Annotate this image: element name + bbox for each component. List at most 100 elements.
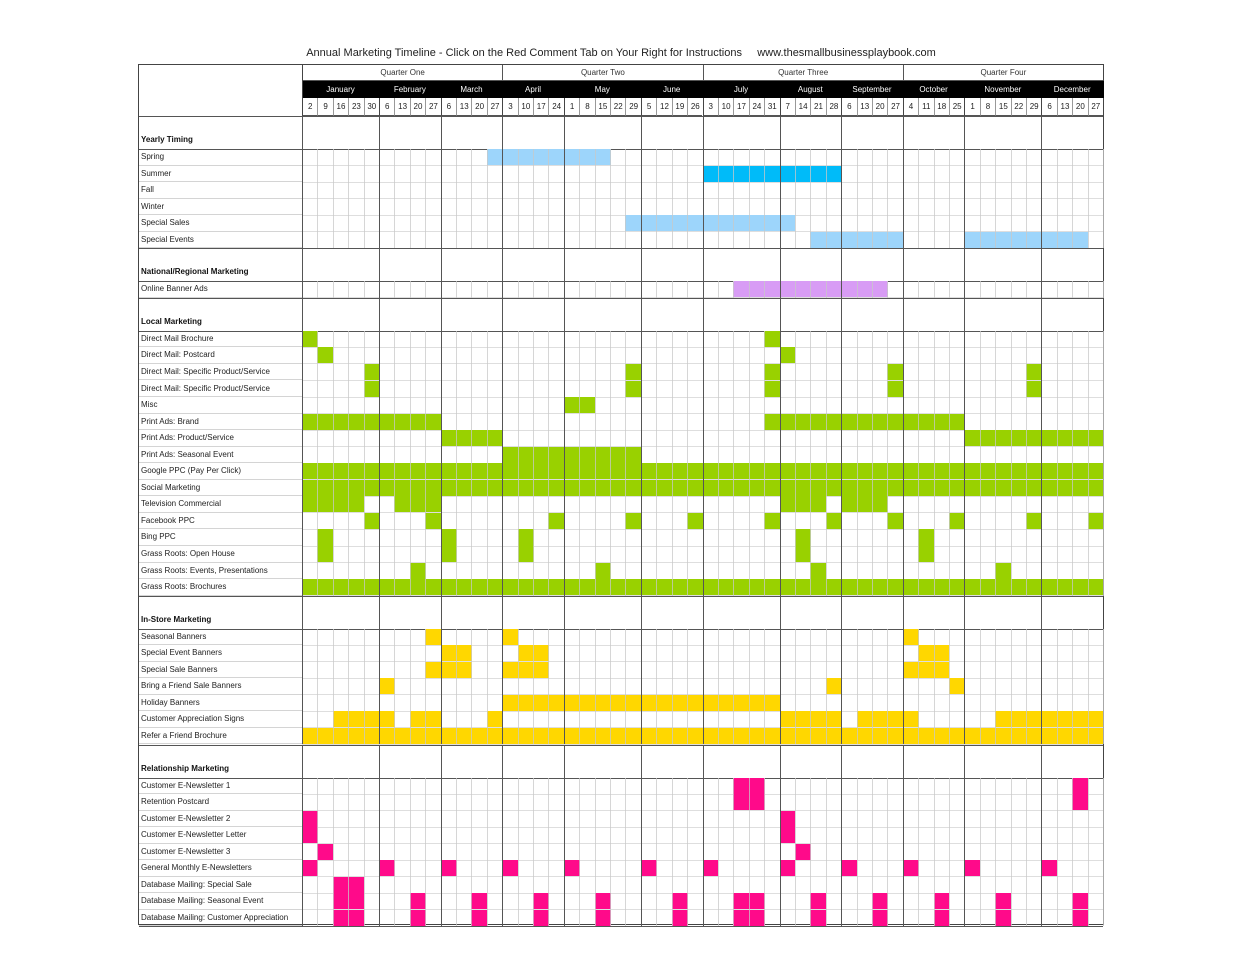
timeline-cell-filled[interactable] <box>948 479 965 497</box>
timeline-cell-filled[interactable] <box>933 727 950 745</box>
timeline-cell-filled[interactable] <box>409 463 426 480</box>
timeline-cell-filled[interactable] <box>871 496 888 513</box>
timeline-cell-filled[interactable] <box>486 149 503 166</box>
timeline-cell-filled[interactable] <box>748 694 765 712</box>
timeline-cell-filled[interactable] <box>394 727 411 745</box>
timeline-cell-filled[interactable] <box>1025 711 1042 728</box>
timeline-cell-filled[interactable] <box>733 909 750 927</box>
timeline-cell-filled[interactable] <box>625 463 642 480</box>
timeline-cell-filled[interactable] <box>379 579 395 596</box>
timeline-cell-filled[interactable] <box>871 413 888 431</box>
timeline-cell-filled[interactable] <box>702 165 719 183</box>
timeline-cell-filled[interactable] <box>902 628 919 646</box>
timeline-cell-filled[interactable] <box>841 579 858 596</box>
timeline-cell-filled[interactable] <box>302 579 318 596</box>
timeline-cell-filled[interactable] <box>841 231 858 249</box>
timeline-cell-filled[interactable] <box>348 579 365 596</box>
timeline-cell-filled[interactable] <box>979 579 996 596</box>
timeline-cell-filled[interactable] <box>579 149 596 166</box>
timeline-cell-filled[interactable] <box>887 463 904 480</box>
timeline-cell-filled[interactable] <box>625 579 642 596</box>
timeline-cell-filled[interactable] <box>363 363 380 381</box>
timeline-cell-filled[interactable] <box>825 165 842 183</box>
timeline-cell-filled[interactable] <box>687 694 703 712</box>
timeline-cell-filled[interactable] <box>363 413 380 431</box>
timeline-cell-filled[interactable] <box>1087 463 1104 480</box>
timeline-cell-filled[interactable] <box>810 165 827 183</box>
timeline-cell-filled[interactable] <box>548 512 565 530</box>
timeline-cell-filled[interactable] <box>717 463 734 480</box>
timeline-cell-filled[interactable] <box>733 777 750 795</box>
timeline-cell-filled[interactable] <box>625 694 642 712</box>
timeline-cell-filled[interactable] <box>302 827 318 844</box>
timeline-cell-filled[interactable] <box>533 893 549 910</box>
timeline-cell-filled[interactable] <box>348 893 365 910</box>
timeline-cell-filled[interactable] <box>794 711 811 728</box>
timeline-cell-filled[interactable] <box>409 479 426 497</box>
timeline-cell-filled[interactable] <box>1072 893 1089 910</box>
timeline-cell-filled[interactable] <box>794 727 811 745</box>
timeline-cell-filled[interactable] <box>317 843 334 861</box>
timeline-cell-filled[interactable] <box>563 694 580 712</box>
timeline-cell-filled[interactable] <box>810 496 827 513</box>
timeline-cell-filled[interactable] <box>1056 231 1073 249</box>
timeline-cell-filled[interactable] <box>533 909 549 927</box>
timeline-cell-filled[interactable] <box>640 694 657 712</box>
timeline-cell-filled[interactable] <box>856 496 873 513</box>
timeline-cell-filled[interactable] <box>841 413 858 431</box>
timeline-cell-filled[interactable] <box>656 579 673 596</box>
timeline-cell-filled[interactable] <box>348 909 365 927</box>
timeline-cell-filled[interactable] <box>810 727 827 745</box>
timeline-cell-filled[interactable] <box>563 860 580 877</box>
timeline-cell-filled[interactable] <box>548 149 565 166</box>
timeline-cell-filled[interactable] <box>317 347 334 364</box>
timeline-cell-filled[interactable] <box>671 727 688 745</box>
timeline-cell-filled[interactable] <box>502 446 519 464</box>
timeline-cell-filled[interactable] <box>517 694 534 712</box>
timeline-cell-filled[interactable] <box>918 579 935 596</box>
timeline-cell-filled[interactable] <box>702 479 719 497</box>
timeline-cell-filled[interactable] <box>748 893 765 910</box>
timeline-cell-filled[interactable] <box>656 215 673 232</box>
timeline-cell-filled[interactable] <box>748 909 765 927</box>
timeline-cell-filled[interactable] <box>887 231 904 249</box>
timeline-cell-filled[interactable] <box>779 281 796 298</box>
timeline-cell-filled[interactable] <box>948 463 965 480</box>
timeline-cell-filled[interactable] <box>764 463 780 480</box>
timeline-cell-filled[interactable] <box>563 397 580 414</box>
timeline-cell-filled[interactable] <box>1025 380 1042 398</box>
timeline-cell-filled[interactable] <box>995 562 1012 580</box>
timeline-cell-filled[interactable] <box>918 413 935 431</box>
timeline-cell-filled[interactable] <box>856 281 873 298</box>
timeline-cell-filled[interactable] <box>302 727 318 745</box>
timeline-cell-filled[interactable] <box>671 463 688 480</box>
timeline-cell-filled[interactable] <box>517 727 534 745</box>
timeline-cell-filled[interactable] <box>764 215 780 232</box>
timeline-cell-filled[interactable] <box>425 579 442 596</box>
timeline-cell-filled[interactable] <box>440 727 457 745</box>
timeline-cell-filled[interactable] <box>440 529 457 546</box>
timeline-cell-filled[interactable] <box>332 876 349 894</box>
timeline-cell-filled[interactable] <box>456 645 472 662</box>
timeline-cell-filled[interactable] <box>332 909 349 927</box>
timeline-cell-filled[interactable] <box>440 430 457 447</box>
timeline-cell-filled[interactable] <box>810 479 827 497</box>
timeline-cell-filled[interactable] <box>1056 711 1073 728</box>
timeline-cell-filled[interactable] <box>1010 430 1027 447</box>
timeline-cell-filled[interactable] <box>425 727 442 745</box>
timeline-cell-filled[interactable] <box>948 579 965 596</box>
timeline-cell-filled[interactable] <box>625 446 642 464</box>
timeline-cell-filled[interactable] <box>794 463 811 480</box>
timeline-cell-filled[interactable] <box>486 579 503 596</box>
timeline-cell-filled[interactable] <box>902 579 919 596</box>
timeline-cell-filled[interactable] <box>1010 463 1027 480</box>
timeline-cell-filled[interactable] <box>871 909 888 927</box>
timeline-cell-filled[interactable] <box>594 149 611 166</box>
timeline-cell-filled[interactable] <box>964 579 981 596</box>
timeline-cell-filled[interactable] <box>394 463 411 480</box>
timeline-cell-filled[interactable] <box>687 727 703 745</box>
timeline-cell-filled[interactable] <box>1056 579 1073 596</box>
timeline-cell-filled[interactable] <box>348 463 365 480</box>
timeline-cell-filled[interactable] <box>640 727 657 745</box>
timeline-cell-filled[interactable] <box>579 579 596 596</box>
